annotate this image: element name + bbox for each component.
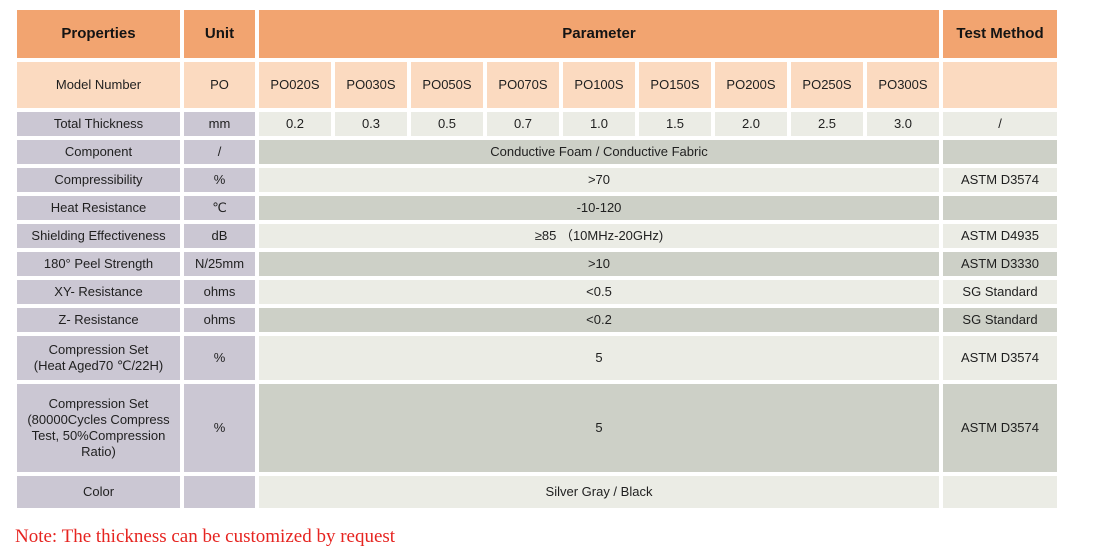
unit-cell: ℃ (184, 196, 255, 220)
unit-cell: ohms (184, 280, 255, 304)
unit-cell: PO (184, 62, 255, 108)
table-row: Shielding Effectiveness dB ≥85 （10MHz-20… (17, 224, 1057, 248)
unit-cell: ohms (184, 308, 255, 332)
param-cell: Silver Gray / Black (259, 476, 939, 508)
param-cell: ≥85 （10MHz-20GHz) (259, 224, 939, 248)
property-cell: Heat Resistance (17, 196, 180, 220)
property-cell: XY- Resistance (17, 280, 180, 304)
unit-cell: % (184, 384, 255, 472)
property-cell: Compression Set (80000Cycles Compress Te… (17, 384, 180, 472)
thickness-cell: 0.2 (259, 112, 331, 136)
table-row: 180° Peel Strength N/25mm >10 ASTM D3330 (17, 252, 1057, 276)
thickness-cell: 0.3 (335, 112, 407, 136)
test-method-cell (943, 140, 1057, 164)
test-method-cell (943, 196, 1057, 220)
test-method-cell: / (943, 112, 1057, 136)
test-method-cell: ASTM D3574 (943, 336, 1057, 380)
test-method-cell: ASTM D3574 (943, 168, 1057, 192)
thickness-cell: 3.0 (867, 112, 939, 136)
model-cell: PO150S (639, 62, 711, 108)
param-cell: 5 (259, 384, 939, 472)
thickness-row: Total Thickness mm 0.2 0.3 0.5 0.7 1.0 1… (17, 112, 1057, 136)
property-cell: Compression Set (Heat Aged70 ℃/22H) (17, 336, 180, 380)
unit-cell: mm (184, 112, 255, 136)
model-cell: PO300S (867, 62, 939, 108)
param-cell: >70 (259, 168, 939, 192)
header-test-method: Test Method (943, 10, 1057, 58)
table-row: Component / Conductive Foam / Conductive… (17, 140, 1057, 164)
note-text: Note: The thickness can be customized by… (15, 526, 396, 547)
unit-cell: / (184, 140, 255, 164)
header-properties: Properties (17, 10, 180, 58)
model-cell: PO100S (563, 62, 635, 108)
unit-cell: dB (184, 224, 255, 248)
test-method-cell: SG Standard (943, 308, 1057, 332)
property-cell: 180° Peel Strength (17, 252, 180, 276)
unit-cell: % (184, 168, 255, 192)
table-row: Compressibility % >70 ASTM D3574 (17, 168, 1057, 192)
param-cell: <0.5 (259, 280, 939, 304)
color-row: Color Silver Gray / Black (17, 476, 1057, 508)
thickness-cell: 0.7 (487, 112, 559, 136)
property-cell: Shielding Effectiveness (17, 224, 180, 248)
param-cell: 5 (259, 336, 939, 380)
unit-cell: % (184, 336, 255, 380)
model-cell: PO200S (715, 62, 787, 108)
unit-cell: N/25mm (184, 252, 255, 276)
param-cell: <0.2 (259, 308, 939, 332)
model-cell: PO030S (335, 62, 407, 108)
param-cell: -10-120 (259, 196, 939, 220)
table-row: XY- Resistance ohms <0.5 SG Standard (17, 280, 1057, 304)
test-method-cell: ASTM D4935 (943, 224, 1057, 248)
property-cell: Total Thickness (17, 112, 180, 136)
thickness-cell: 1.0 (563, 112, 635, 136)
table-header-row: Properties Unit Parameter Test Method (17, 10, 1057, 58)
param-cell: >10 (259, 252, 939, 276)
thickness-cell: 2.5 (791, 112, 863, 136)
header-unit: Unit (184, 10, 255, 58)
test-method-cell: ASTM D3574 (943, 384, 1057, 472)
spec-table: Properties Unit Parameter Test Method Mo… (13, 6, 1061, 512)
property-cell: Model Number (17, 62, 180, 108)
model-cell: PO070S (487, 62, 559, 108)
header-parameter: Parameter (259, 10, 939, 58)
model-cell: PO050S (411, 62, 483, 108)
property-cell: Component (17, 140, 180, 164)
table-row: Compression Set (Heat Aged70 ℃/22H) % 5 … (17, 336, 1057, 380)
table-row: Compression Set (80000Cycles Compress Te… (17, 384, 1057, 472)
model-cell: PO250S (791, 62, 863, 108)
model-cell: PO020S (259, 62, 331, 108)
property-cell: Compressibility (17, 168, 180, 192)
test-method-cell: ASTM D3330 (943, 252, 1057, 276)
model-number-row: Model Number PO PO020S PO030S PO050S PO0… (17, 62, 1057, 108)
thickness-cell: 0.5 (411, 112, 483, 136)
test-method-cell (943, 62, 1057, 108)
param-cell: Conductive Foam / Conductive Fabric (259, 140, 939, 164)
table-row: Heat Resistance ℃ -10-120 (17, 196, 1057, 220)
thickness-cell: 1.5 (639, 112, 711, 136)
test-method-cell: SG Standard (943, 280, 1057, 304)
property-cell: Color (17, 476, 180, 508)
test-method-cell (943, 476, 1057, 508)
thickness-cell: 2.0 (715, 112, 787, 136)
unit-cell (184, 476, 255, 508)
table-row: Z- Resistance ohms <0.2 SG Standard (17, 308, 1057, 332)
property-cell: Z- Resistance (17, 308, 180, 332)
